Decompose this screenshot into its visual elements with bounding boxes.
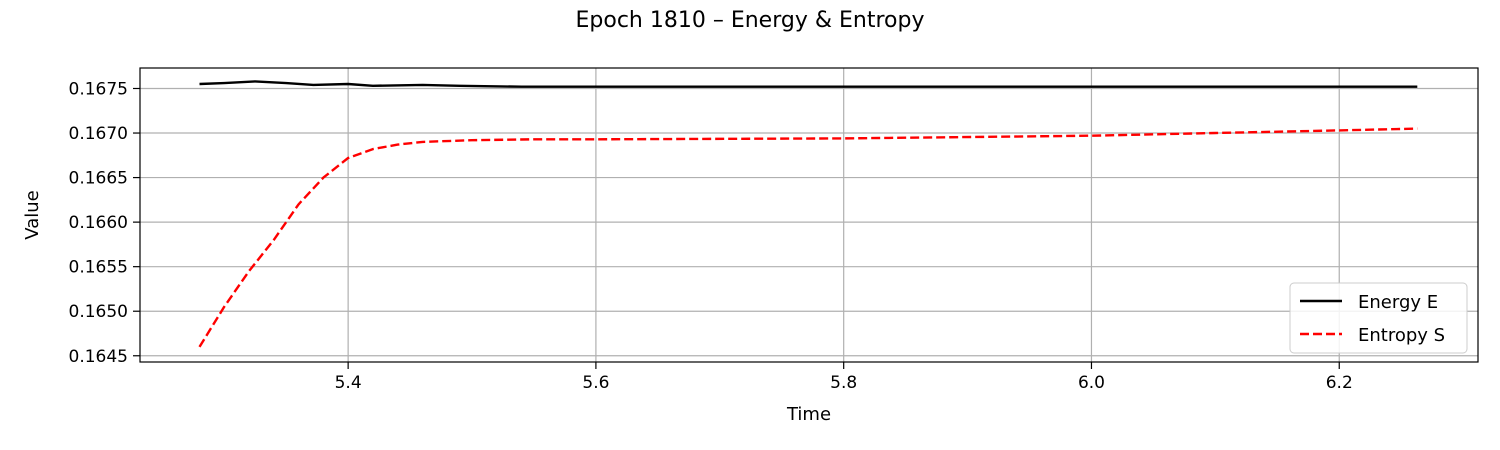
x-tick-label: 6.2	[1326, 373, 1353, 393]
chart-title: Epoch 1810 – Energy & Entropy	[576, 8, 925, 33]
x-tick-label: 5.6	[582, 373, 609, 393]
x-tick-label: 6.0	[1078, 373, 1105, 393]
y-tick-label: 0.1670	[69, 124, 128, 144]
y-tick-label: 0.1655	[69, 258, 128, 278]
y-tick-label: 0.1675	[69, 79, 128, 99]
series-line-energy-e	[199, 80, 1418, 88]
x-tick-label: 5.8	[830, 373, 857, 393]
axis-ticks: 5.4 5.6 5.8 6.0 6.2 0.1645 0.1650 0.1655 0.1660 0…	[69, 79, 1353, 393]
x-axis-label: Time	[786, 404, 831, 425]
series-line-entropy-s	[198, 127, 1418, 348]
y-tick-label: 0.1660	[69, 213, 128, 233]
y-tick-label: 0.1665	[69, 169, 128, 189]
legend: Energy E Entropy S	[1289, 282, 1468, 354]
y-tick-label: 0.1650	[69, 302, 128, 322]
plot-frame	[139, 67, 1479, 363]
y-tick-label: 0.1645	[69, 347, 128, 367]
y-axis-label: Value	[22, 190, 43, 239]
grid	[140, 68, 1478, 362]
x-tick-label: 5.4	[335, 373, 362, 393]
plot-series	[198, 80, 1418, 348]
legend-label-energy: Energy E	[1358, 292, 1438, 313]
legend-label-entropy: Entropy S	[1358, 325, 1445, 346]
